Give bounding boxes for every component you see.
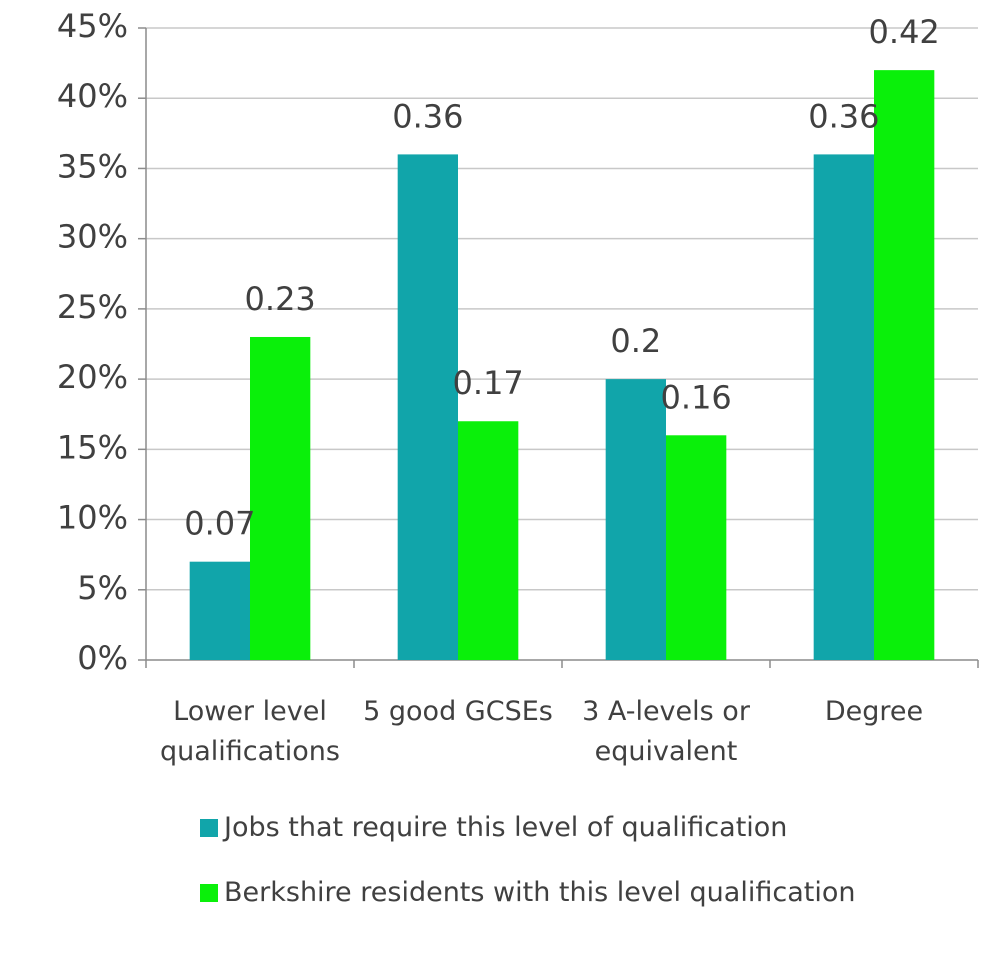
x-tick-label: Lower level qualifications (160, 696, 340, 767)
y-tick-label: 30% (57, 218, 128, 256)
data-label: 0.2 (610, 322, 661, 360)
legend-swatch (200, 818, 218, 837)
bar (874, 70, 935, 661)
legend-item: Berkshire residents with this level qual… (200, 877, 855, 908)
y-tick-label: 10% (57, 499, 128, 537)
y-tick-label: 20% (57, 358, 128, 396)
data-label: 0.42 (869, 13, 940, 51)
legend-label: Berkshire residents with this level qual… (224, 877, 856, 908)
data-label: 0.07 (184, 505, 255, 543)
y-tick-label: 35% (57, 147, 128, 185)
legend-item: Jobs that require this level of qualific… (200, 812, 787, 843)
y-tick-label: 15% (57, 428, 128, 466)
bar (605, 379, 666, 660)
x-tick-label: 3 A-levels or equivalent (582, 696, 750, 767)
data-label: 0.23 (245, 280, 316, 318)
y-tick-label: 5% (77, 569, 128, 607)
data-label: 0.17 (453, 364, 524, 402)
data-label: 0.16 (661, 378, 732, 416)
y-tick-label: 25% (57, 288, 128, 326)
bar (397, 154, 458, 660)
data-label: 0.36 (392, 97, 463, 135)
data-label: 0.36 (808, 97, 879, 135)
y-tick-label: 40% (57, 77, 128, 115)
x-tick-label: 5 good GCSEs (363, 696, 553, 727)
bar (813, 154, 874, 660)
bar (250, 336, 311, 660)
bar (189, 561, 250, 660)
y-tick-label: 0% (77, 639, 128, 677)
x-tick-label: Degree (824, 696, 924, 727)
bar (458, 421, 519, 660)
bar (666, 435, 727, 660)
legend-label: Jobs that require this level of qualific… (224, 812, 788, 843)
y-tick-label: 45% (57, 7, 128, 45)
legend-swatch (200, 883, 218, 902)
